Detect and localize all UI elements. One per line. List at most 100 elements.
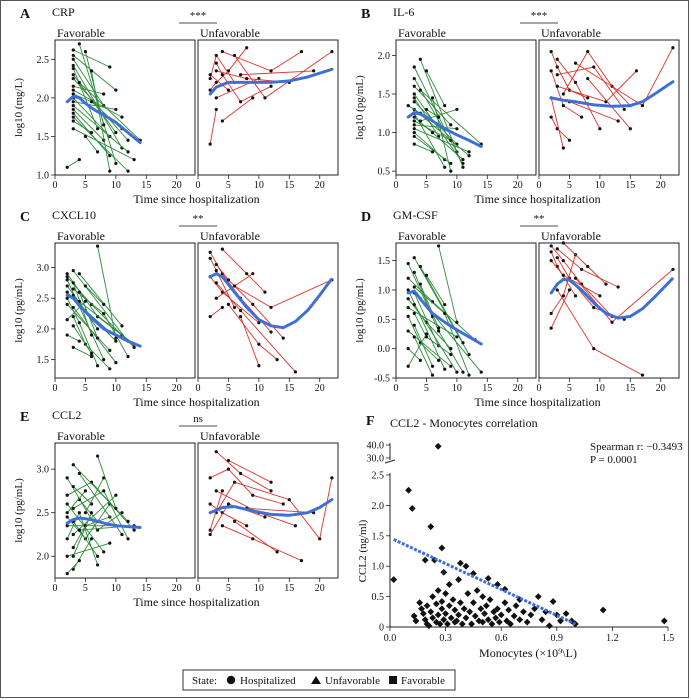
- unfavorable-data-point: [269, 489, 273, 493]
- facet-frame-unfavorable: [197, 39, 339, 176]
- scatter-point: [455, 611, 462, 619]
- favorable-series-line: [97, 455, 117, 509]
- favorable-data-point: [83, 134, 88, 139]
- favorable-series-line: [432, 97, 452, 172]
- favorable-data-point: [455, 107, 459, 112]
- favorable-data-point: [71, 84, 75, 88]
- favorable-data-point: [71, 53, 75, 58]
- favorable-data-point: [437, 115, 441, 119]
- panel-c: C CXCL10 ** Favorable Unfavorable 0 5 10 15 20 0 5 1…: [13, 208, 339, 409]
- x-tick-label: 20: [172, 383, 182, 394]
- scatter-point: [442, 610, 449, 618]
- unfavorable-data-point: [299, 558, 304, 563]
- x-tick-label: 20: [656, 383, 666, 394]
- favorable-data-point: [108, 169, 112, 173]
- x-tick-label: 10: [595, 180, 605, 191]
- unfavorable-data-point: [580, 267, 584, 272]
- panel-e: E CCL2 ns Favorable Unfavorable 0 5 10 15 20 0 5 10 1…: [13, 408, 339, 609]
- favorable-data-point: [430, 96, 435, 100]
- scatter-point: [421, 556, 429, 564]
- y-tick-label: 2.5: [37, 55, 50, 66]
- unfavorable-data-point: [671, 267, 675, 272]
- x-tick-label: 20: [513, 383, 523, 394]
- unfavorable-data-point: [287, 498, 291, 502]
- scatter-point: [520, 608, 527, 616]
- unfavorable-data-point: [549, 311, 553, 316]
- favorable-data-point: [71, 111, 75, 115]
- unfavorable-data-point: [555, 247, 559, 251]
- unfavorable-data-point: [214, 262, 218, 267]
- unfavorable-data-point: [549, 69, 553, 73]
- unfavorable-series-line: [209, 307, 223, 317]
- panel-d: D GM-CSF ** Favorable Unfavorable 0 5 10 15 20 0 5 1…: [354, 208, 680, 409]
- unfavorable-series-line: [234, 279, 333, 308]
- significance-label: **: [534, 213, 545, 225]
- unfavorable-data-point: [549, 244, 553, 248]
- unfavorable-data-point: [330, 476, 334, 480]
- x-tick-label: 15: [141, 383, 151, 394]
- favorable-data-point: [114, 88, 118, 92]
- unfavorable-data-point: [275, 357, 279, 362]
- scatter-point: [429, 614, 437, 622]
- unfavorable-data-point: [251, 493, 255, 497]
- x-tick-label: 20: [315, 383, 325, 394]
- favorable-series-line: [73, 85, 104, 95]
- unfavorable-data-point: [220, 247, 224, 251]
- favorable-data-point: [71, 315, 75, 319]
- favorable-data-point: [449, 123, 453, 127]
- favorable-data-point: [412, 115, 416, 119]
- favorable-data-point: [96, 528, 100, 532]
- x-tick-label: 5: [83, 583, 88, 594]
- favorable-data-point: [437, 326, 441, 330]
- unfavorable-series-line: [550, 70, 582, 118]
- favorable-series-line: [78, 273, 123, 327]
- favorable-series-line: [413, 336, 433, 376]
- favorable-data-point: [467, 373, 471, 377]
- facet-frame-favorable: [395, 39, 537, 176]
- unfavorable-data-point: [239, 73, 243, 77]
- favorable-data-point: [406, 347, 410, 351]
- unfavorable-data-point: [220, 489, 224, 493]
- facet-frame-favorable: [54, 442, 196, 579]
- favorable-series-line: [72, 325, 92, 354]
- x-tick-label: 0: [196, 383, 201, 394]
- unfavorable-data-point: [634, 69, 638, 73]
- x-axis-title: Monocytes (×10⁹\L): [479, 646, 577, 660]
- scatter-point: [545, 622, 553, 630]
- unfavorable-data-point: [330, 49, 334, 54]
- scatter-point: [510, 612, 518, 620]
- unfavorable-data-point: [208, 532, 212, 537]
- scatter-point: [445, 602, 453, 610]
- favorable-data-point: [71, 324, 75, 328]
- y-tick-label: 0.5: [378, 315, 391, 326]
- favorable-data-point: [71, 115, 75, 119]
- favorable-data-point: [430, 130, 435, 135]
- favorable-series-line: [72, 116, 129, 172]
- scatter-point: [462, 562, 470, 570]
- favorable-data-point: [126, 354, 130, 359]
- unfavorable-data-point: [251, 537, 255, 541]
- scatter-point: [501, 599, 509, 607]
- unfavorable-data-point: [555, 256, 559, 260]
- favorable-series-line: [73, 120, 92, 133]
- favorable-data-point: [443, 103, 447, 108]
- favorable-data-point: [71, 305, 75, 310]
- x-axis-title: Time since hospitalization: [133, 395, 259, 409]
- facet-label-favorable: Favorable: [398, 229, 446, 243]
- scatter-point: [425, 622, 433, 630]
- favorable-data-point: [96, 336, 100, 340]
- favorable-series-line: [413, 85, 452, 126]
- x-tick-label: 15: [284, 583, 294, 594]
- x-tick-label: 10: [595, 383, 605, 394]
- x-tick-label: 0.6: [495, 633, 508, 644]
- scatter-point: [434, 611, 442, 619]
- favorable-data-point: [65, 524, 69, 528]
- favorable-data-point: [71, 100, 75, 104]
- unfavorable-series-line: [562, 50, 631, 106]
- favorable-data-point: [108, 154, 112, 158]
- unfavorable-data-point: [208, 76, 212, 81]
- unfavorable-data-point: [214, 61, 218, 65]
- unfavorable-data-point: [245, 524, 249, 528]
- x-tick-label: 5: [424, 383, 429, 394]
- y-tick-label: 3.0: [37, 263, 50, 274]
